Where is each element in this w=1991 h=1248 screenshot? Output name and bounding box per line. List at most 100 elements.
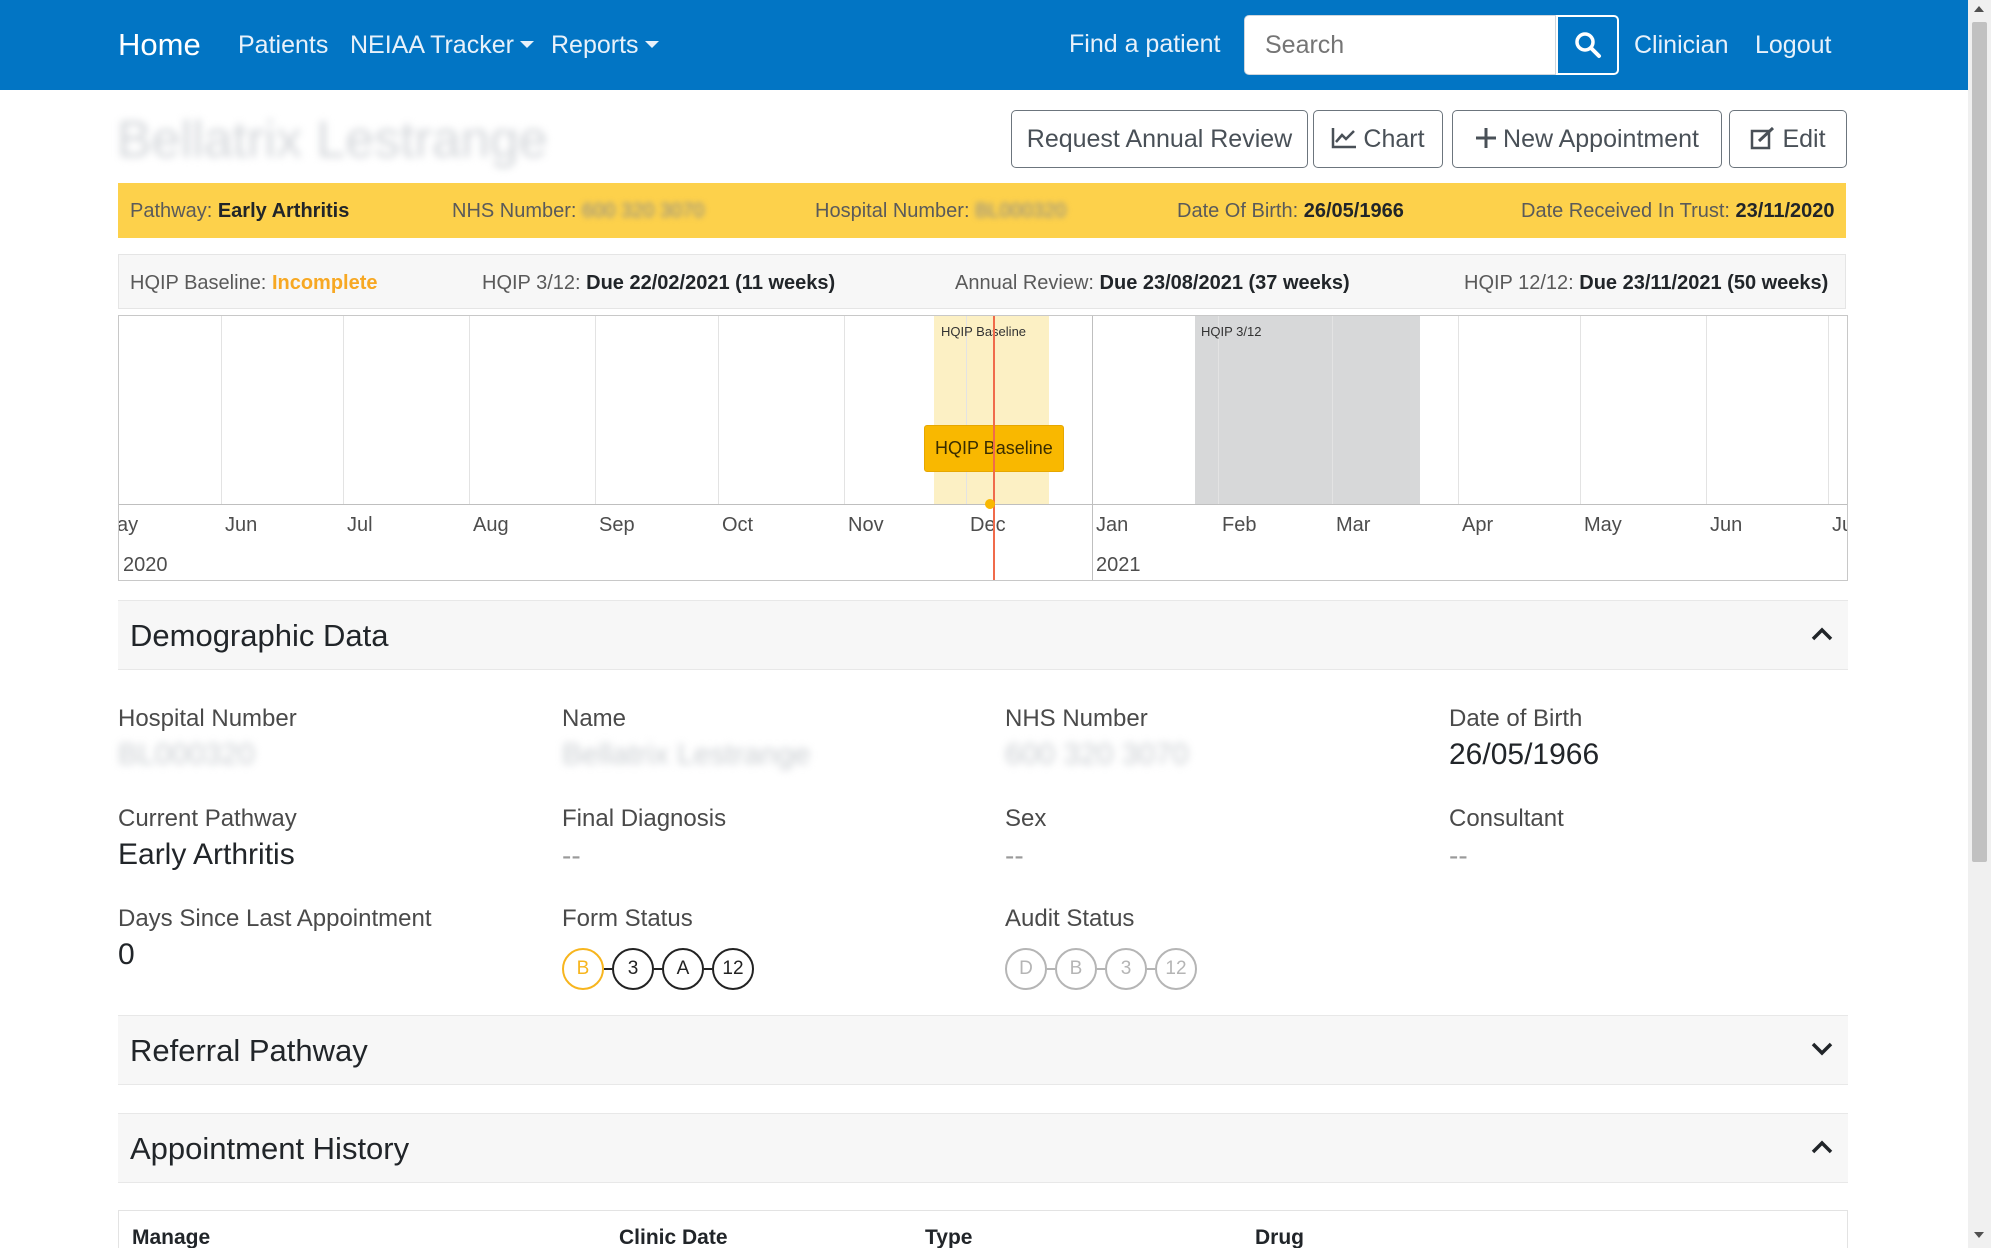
- audit-status-indicators: D B 3 12: [1005, 948, 1197, 990]
- status-connector: [1097, 968, 1105, 970]
- timeline-three-band-label: HQIP 3/12: [1201, 324, 1262, 339]
- received-summary: Date Received In Trust: 23/11/2020: [1521, 200, 1835, 223]
- status-connector: [654, 968, 662, 970]
- caret-down-icon: [644, 41, 659, 49]
- nav-clinician-link[interactable]: Clinician: [1634, 31, 1729, 59]
- timeline-baseline-band-label: HQIP Baseline: [941, 324, 1027, 339]
- hqip-baseline-status: HQIP Baseline: Incomplete: [130, 272, 378, 295]
- hqip-three-value: Due 22/02/2021 (11 weeks): [586, 272, 836, 294]
- page-scrollbar[interactable]: [1968, 0, 1991, 1248]
- hqip-three-status: HQIP 3/12: Due 22/02/2021 (11 weeks): [482, 272, 835, 295]
- annual-review-label: Annual Review:: [955, 272, 1094, 294]
- timeline-month-label: Apr: [1462, 514, 1494, 536]
- timeline-gridline: [1458, 316, 1459, 504]
- form-status-label: Form Status: [562, 905, 693, 932]
- timeline-axis: [119, 504, 1847, 505]
- nhs-summary: NHS Number: 600 320 3070: [452, 200, 704, 223]
- hospital-summary: Hospital Number: BL000320: [815, 200, 1066, 223]
- hospital-number-label: Hospital Number: [118, 705, 297, 732]
- timeline-gridline: [1828, 316, 1829, 504]
- timeline-current-date-marker: [993, 316, 995, 580]
- edit-button[interactable]: Edit: [1729, 110, 1847, 168]
- search-icon: [1575, 32, 1601, 58]
- chevron-up-icon[interactable]: [1810, 626, 1834, 642]
- nav-logout-link[interactable]: Logout: [1755, 31, 1832, 59]
- timeline-gridline: [1332, 316, 1333, 504]
- consultant-label: Consultant: [1449, 805, 1564, 832]
- timeline-month-label: May: [1584, 514, 1622, 536]
- chevron-down-icon[interactable]: [1810, 1041, 1834, 1057]
- timeline-month-label: Mar: [1336, 514, 1371, 536]
- nav-patients-link[interactable]: Patients: [238, 31, 329, 59]
- timeline-month-label: Jan: [1096, 514, 1129, 536]
- nav-tracker-label: NEIAA Tracker: [350, 31, 514, 59]
- top-navbar: Home Patients NEIAA Tracker Reports Find…: [0, 0, 1968, 90]
- dob-summary-label: Date Of Birth:: [1177, 200, 1299, 222]
- received-summary-value: 23/11/2020: [1735, 200, 1835, 222]
- form-status-annual[interactable]: A: [662, 948, 704, 990]
- chevron-up-icon[interactable]: [1810, 1139, 1834, 1155]
- search-input[interactable]: [1244, 15, 1556, 75]
- referral-section-header[interactable]: Referral Pathway: [118, 1015, 1848, 1085]
- timeline-month-label: Sep: [599, 514, 635, 536]
- scroll-down-arrow-icon[interactable]: [1974, 1232, 1984, 1238]
- column-header-clinic-date[interactable]: Clinic Date: [619, 1226, 728, 1248]
- plus-icon: [1476, 128, 1497, 149]
- form-status-three[interactable]: 3: [612, 948, 654, 990]
- appointment-section-header[interactable]: Appointment History: [118, 1113, 1848, 1183]
- final-diagnosis-label: Final Diagnosis: [562, 805, 727, 832]
- sex-label: Sex: [1005, 805, 1047, 832]
- scroll-up-arrow-icon[interactable]: [1974, 6, 1984, 12]
- column-header-drug[interactable]: Drug: [1255, 1226, 1304, 1248]
- name-label: Name: [562, 705, 627, 732]
- audit-status-three: 3: [1105, 948, 1147, 990]
- nav-reports-label: Reports: [551, 31, 639, 59]
- new-appointment-button[interactable]: New Appointment: [1452, 110, 1722, 168]
- hqip-twelve-value: Due 23/11/2021 (50 weeks): [1579, 272, 1829, 294]
- status-connector: [1047, 968, 1055, 970]
- scrollbar-thumb[interactable]: [1972, 22, 1987, 862]
- days-since-value: 0: [118, 938, 135, 971]
- demographic-section-header[interactable]: Demographic Data: [118, 600, 1848, 670]
- current-pathway-value: Early Arthritis: [118, 838, 295, 871]
- timeline-event-dot: [985, 499, 995, 509]
- pathway-summary-value: Early Arthritis: [217, 200, 350, 222]
- hqip-baseline-value: Incomplete: [271, 272, 378, 294]
- hospital-summary-label: Hospital Number:: [815, 200, 970, 222]
- dob-label: Date of Birth: [1449, 705, 1583, 732]
- column-header-type[interactable]: Type: [925, 1226, 973, 1248]
- appointment-table: Manage Clinic Date Type Drug: [118, 1210, 1848, 1248]
- audit-status-label: Audit Status: [1005, 905, 1135, 932]
- timeline-gridline: [844, 316, 845, 504]
- timeline-month-label: Feb: [1222, 514, 1257, 536]
- pathway-summary: Pathway: Early Arthritis: [130, 200, 349, 223]
- patient-name-heading: Bellatrix Lestrange: [117, 111, 548, 169]
- nav-home-link[interactable]: Home: [118, 27, 201, 62]
- timeline-gridline: [595, 316, 596, 504]
- hqip-status-bar: HQIP Baseline: Incomplete HQIP 3/12: Due…: [118, 254, 1846, 309]
- timeline-gridline: [469, 316, 470, 504]
- timeline-month-label: Ju: [1832, 514, 1847, 536]
- demographic-section-title: Demographic Data: [130, 618, 389, 653]
- search-button[interactable]: [1556, 15, 1619, 75]
- form-status-baseline[interactable]: B: [562, 948, 604, 990]
- form-status-twelve[interactable]: 12: [712, 948, 754, 990]
- edit-label: Edit: [1782, 125, 1826, 153]
- hospital-number-value: BL000320: [118, 738, 255, 771]
- hqip-three-label: HQIP 3/12:: [482, 272, 581, 294]
- timeline-month-label: ay: [118, 514, 139, 536]
- column-header-manage: Manage: [132, 1226, 211, 1248]
- timeline-month-label: Jun: [225, 514, 258, 536]
- timeline-month-label: Jun: [1710, 514, 1743, 536]
- timeline-month-label: Aug: [473, 514, 509, 536]
- nav-reports-dropdown[interactable]: Reports: [551, 31, 659, 60]
- timeline-gridline: [718, 316, 719, 504]
- timeline-gridline: [966, 316, 967, 504]
- audit-status-baseline: B: [1055, 948, 1097, 990]
- nav-tracker-dropdown[interactable]: NEIAA Tracker: [350, 31, 534, 60]
- patient-timeline[interactable]: HQIP Baseline HQIP 3/12 HQIP Baseline ay…: [118, 315, 1848, 581]
- days-since-label: Days Since Last Appointment: [118, 905, 432, 932]
- annual-review-value: Due 23/08/2021 (37 weeks): [1099, 272, 1350, 294]
- chart-button[interactable]: Chart: [1313, 110, 1443, 168]
- request-annual-review-button[interactable]: Request Annual Review: [1011, 110, 1308, 168]
